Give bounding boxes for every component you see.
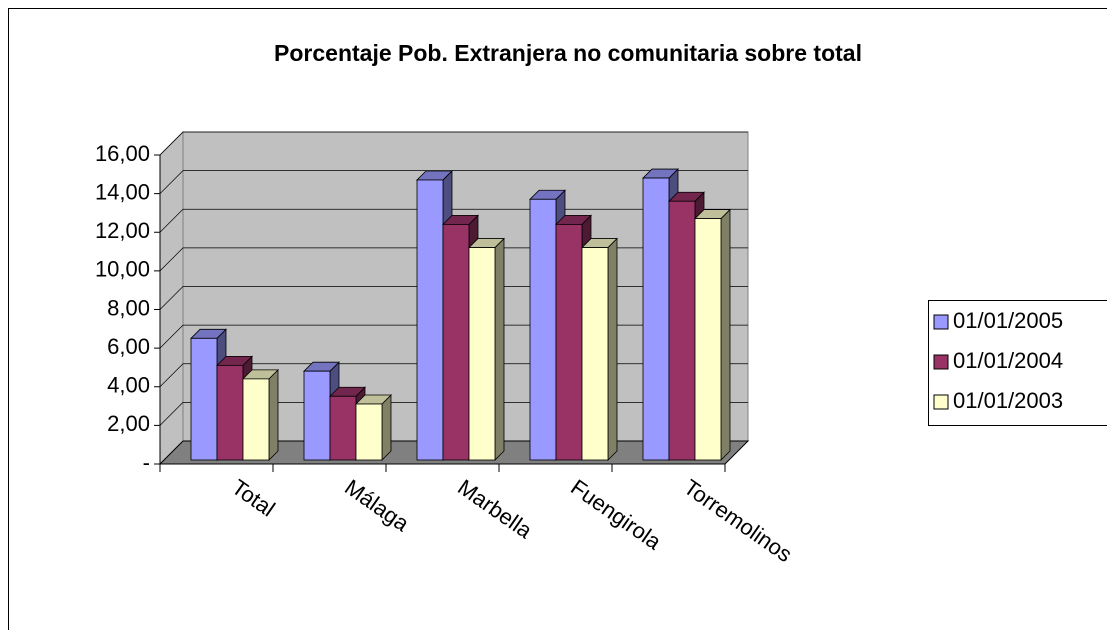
bar-side [607, 237, 618, 461]
bar-front [468, 247, 496, 461]
bar-side [381, 394, 392, 461]
bar-front [668, 200, 696, 461]
legend-swatch [933, 394, 949, 410]
bar-front [694, 218, 722, 461]
bar-front [442, 223, 470, 461]
bar-front [355, 403, 383, 461]
bar [242, 368, 279, 461]
bar-front [329, 395, 357, 461]
bar [355, 394, 392, 461]
legend-swatch [933, 314, 949, 330]
bar [468, 237, 505, 461]
bar-front [529, 198, 557, 461]
chart-title: Porcentaje Pob. Extranjera no comunitari… [274, 40, 862, 66]
legend-label: 01/01/2003 [953, 388, 1063, 413]
bar-front [242, 378, 270, 461]
bar-side [494, 237, 505, 461]
bar-front [555, 223, 583, 461]
y-tick-label: 14,00 [95, 179, 150, 204]
legend-swatch [933, 354, 949, 370]
y-tick-label: 10,00 [95, 257, 150, 282]
grid-line [159, 170, 748, 194]
bar-front [190, 337, 218, 461]
bar-front [303, 370, 331, 461]
bar [581, 237, 618, 461]
bar [694, 208, 731, 461]
bar-side [720, 208, 731, 461]
y-tick-label: 6,00 [107, 334, 150, 359]
legend-label: 01/01/2005 [953, 308, 1063, 333]
bar-front [216, 364, 244, 461]
y-tick-label: - [143, 450, 150, 475]
legend-label: 01/01/2004 [953, 348, 1063, 373]
y-tick-label: 2,00 [107, 411, 150, 436]
y-tick-label: 4,00 [107, 373, 150, 398]
legend-box [928, 300, 1107, 426]
y-tick-label: 12,00 [95, 218, 150, 243]
grid-line [159, 131, 748, 156]
bar-front [581, 247, 609, 461]
y-tick-label: 16,00 [95, 141, 150, 166]
y-tick-label: 8,00 [107, 295, 150, 320]
bar-side [268, 368, 279, 461]
bar-front [416, 179, 444, 461]
bar-front [642, 177, 670, 461]
